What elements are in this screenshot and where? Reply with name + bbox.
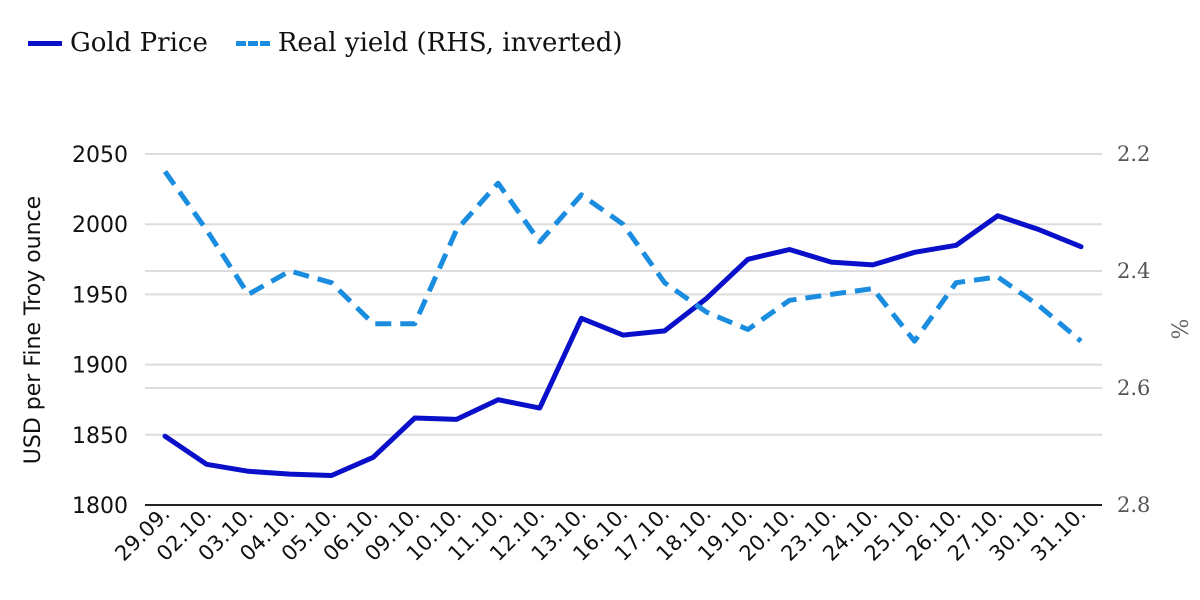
legend-swatch-gold-price [28,40,62,46]
legend-label-gold-price: Gold Price [70,28,208,58]
legend: Gold Price Real yield (RHS, inverted) [28,28,651,58]
left-tick-label: 1800 [72,494,128,519]
left-tick-label: 1900 [72,354,128,379]
series-line-gold-price [162,213,1084,478]
left-tick-label: 2050 [72,143,128,168]
left-tick-label: 2000 [72,213,128,238]
right-axis-title: % [1169,319,1194,340]
gridlines [145,153,1102,506]
right-tick-label: 2.8 [1117,493,1150,517]
right-tick-label: 2.4 [1117,259,1150,283]
legend-label-real-yield: Real yield (RHS, inverted) [277,28,623,58]
right-tick-label: 2.6 [1117,376,1150,400]
legend-swatch-real-yield [235,40,270,46]
left-axis-title: USD per Fine Troy ounce [21,196,46,464]
x-axis-ticks: 29.09.02.10.03.10.04.10.05.10.06.10.09.1… [110,502,1090,566]
right-axis-ticks: 2.2 2.4 2.6 2.8 [1117,142,1150,517]
right-tick-label: 2.2 [1117,142,1150,166]
legend-item-gold-price[interactable]: Gold Price [28,28,208,58]
series-lines [162,170,1084,478]
left-tick-label: 1950 [72,283,128,308]
left-tick-label: 1850 [72,424,128,449]
legend-item-real-yield[interactable]: Real yield (RHS, inverted) [235,28,623,58]
left-axis-ticks: 1800 1850 1900 1950 2000 2050 [72,143,128,519]
series-line-real-yield [162,170,1083,344]
